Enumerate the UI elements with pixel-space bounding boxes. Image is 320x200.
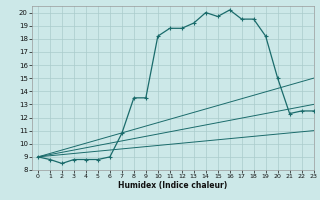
- X-axis label: Humidex (Indice chaleur): Humidex (Indice chaleur): [118, 181, 228, 190]
